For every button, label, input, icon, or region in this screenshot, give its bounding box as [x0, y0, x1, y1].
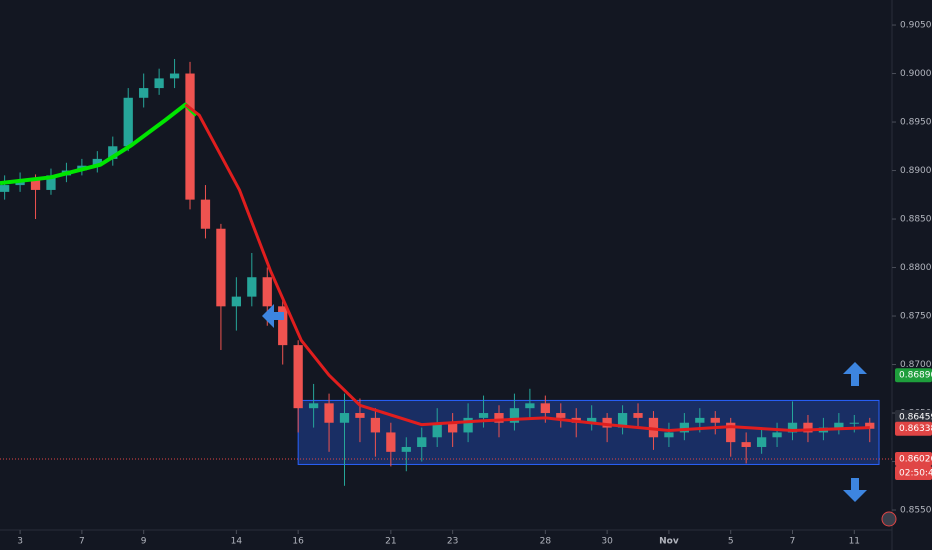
y-tick-label: 0.90500 [900, 21, 932, 31]
moving-average [184, 103, 870, 432]
candle-body [834, 422, 844, 428]
candle-body [46, 175, 56, 190]
candle-body [355, 413, 365, 418]
range-box [297, 399, 880, 465]
x-tick-label: 28 [540, 537, 552, 547]
candle-body [865, 422, 875, 429]
candle-body [154, 78, 164, 89]
countdown: 02:50:45 [899, 469, 932, 479]
candle-body [308, 403, 319, 409]
candle-body [679, 422, 690, 433]
candle-body [169, 73, 180, 79]
left-arrow [262, 304, 284, 328]
candle-body [92, 158, 102, 166]
x-tick-label: 14 [231, 537, 243, 547]
candle-body [432, 422, 442, 438]
candle-body [108, 146, 118, 159]
candle-body [617, 413, 628, 428]
candle-body [123, 97, 133, 147]
price-label-bg [895, 368, 932, 383]
candle-body [509, 408, 520, 423]
candle-body [587, 417, 597, 423]
x-tick-label: 7 [79, 537, 85, 547]
price-label-bg [895, 421, 932, 436]
x-tick-label: Nov [659, 537, 679, 547]
price-label: 0.86338 [899, 424, 932, 434]
candle-body [540, 403, 550, 414]
candle-body [478, 413, 489, 418]
candle-body [339, 413, 350, 423]
x-tick-label: 3 [17, 537, 23, 547]
x-tick-label: 16 [292, 537, 304, 547]
candle-body [726, 422, 736, 443]
candle-body [803, 422, 813, 433]
candle-body [664, 432, 674, 438]
candle-body [324, 403, 334, 423]
candle-body [401, 446, 411, 452]
candle-body [386, 432, 396, 452]
candle-body [370, 417, 381, 433]
candle-body [756, 437, 767, 447]
price-label-bg [895, 452, 932, 467]
x-tick-label: 23 [447, 537, 458, 547]
candle-body [448, 422, 458, 433]
x-tick-label: 11 [849, 537, 860, 547]
down-arrow [843, 478, 867, 502]
candle-body [525, 403, 535, 409]
candle-body [278, 306, 288, 346]
candle-body [216, 228, 226, 307]
candle-body [787, 422, 798, 433]
candle-body [293, 345, 303, 409]
price-label-bg [895, 410, 932, 425]
candle-body [695, 417, 705, 423]
candle-body [185, 73, 195, 200]
candle-body [494, 413, 504, 423]
candle-body [30, 180, 41, 190]
candle-body [200, 199, 211, 229]
candle-body [772, 432, 782, 438]
candle-body [0, 185, 10, 192]
candle-body [262, 277, 272, 307]
candle-body [633, 413, 643, 418]
candle-body [556, 413, 566, 418]
x-tick-label: 5 [728, 537, 734, 547]
price-label: 0.86026 [899, 455, 932, 465]
candle-body [247, 277, 257, 297]
candle-body [849, 422, 859, 424]
plot [0, 58, 880, 486]
x-tick-label: 30 [601, 537, 613, 547]
candle-body [417, 437, 427, 447]
x-tick-label: 7 [790, 537, 796, 547]
candle-body [463, 417, 473, 433]
x-tick-label: 9 [141, 537, 147, 547]
candle-body [139, 88, 149, 98]
candle-body [602, 417, 612, 428]
up-arrow [843, 362, 867, 386]
settings-icon[interactable] [881, 511, 897, 527]
candle-body [231, 296, 241, 307]
countdown-bg [895, 466, 932, 481]
x-tick-label: 21 [385, 537, 396, 547]
candle-body [741, 442, 751, 447]
price-label: 0.86459 [899, 413, 932, 423]
candle-body [710, 417, 720, 423]
